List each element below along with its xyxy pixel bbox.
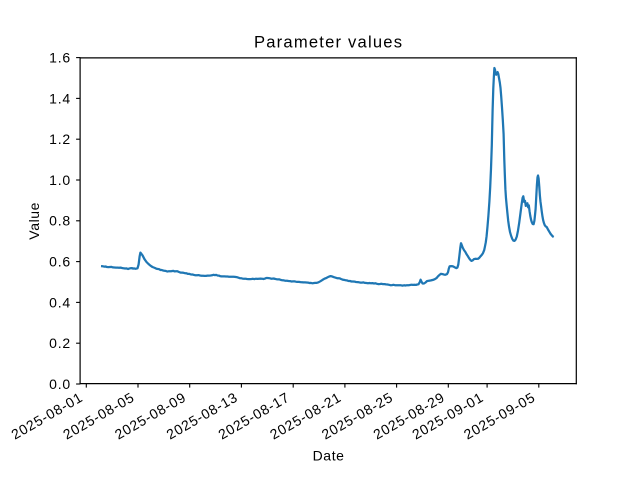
svg-text:0.0: 0.0 [49, 376, 71, 392]
svg-text:Value: Value [26, 202, 42, 240]
svg-text:0.4: 0.4 [49, 294, 71, 310]
svg-text:1.6: 1.6 [49, 50, 71, 66]
svg-text:0.2: 0.2 [49, 335, 71, 351]
svg-text:1.0: 1.0 [49, 172, 71, 188]
svg-text:Date: Date [313, 448, 345, 464]
svg-text:Parameter values: Parameter values [254, 33, 403, 52]
svg-text:1.2: 1.2 [49, 131, 71, 147]
svg-text:0.6: 0.6 [49, 254, 71, 270]
svg-text:1.4: 1.4 [49, 90, 71, 106]
svg-text:0.8: 0.8 [49, 213, 71, 229]
